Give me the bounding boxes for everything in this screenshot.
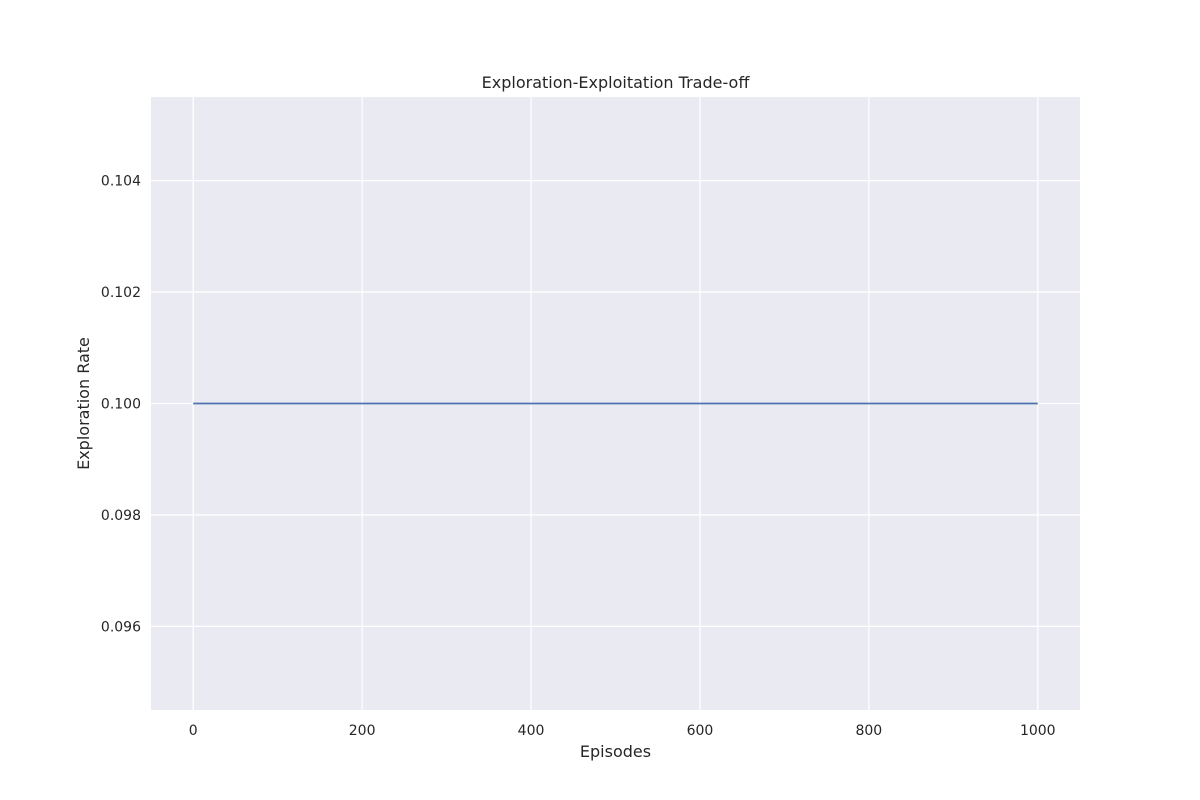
- x-tick-label: 0: [189, 723, 198, 739]
- x-tick-label: 600: [687, 723, 714, 739]
- x-axis-ticks: 0 200 400 600 800 1000: [189, 723, 1056, 739]
- x-tick-label: 400: [518, 723, 545, 739]
- chart-title: Exploration-Exploitation Trade-off: [482, 73, 751, 92]
- y-axis-label: Exploration Rate: [74, 337, 93, 470]
- x-tick-label: 200: [349, 723, 376, 739]
- y-tick-label: 0.098: [101, 508, 141, 524]
- y-tick-label: 0.102: [101, 285, 141, 301]
- x-tick-label: 1000: [1020, 723, 1056, 739]
- y-tick-label: 0.104: [101, 174, 141, 190]
- y-tick-label: 0.100: [101, 397, 141, 413]
- x-axis-label: Episodes: [580, 742, 651, 761]
- y-tick-label: 0.096: [101, 619, 141, 635]
- y-axis-ticks: 0.096 0.098 0.100 0.102 0.104: [101, 174, 141, 636]
- x-tick-label: 800: [855, 723, 882, 739]
